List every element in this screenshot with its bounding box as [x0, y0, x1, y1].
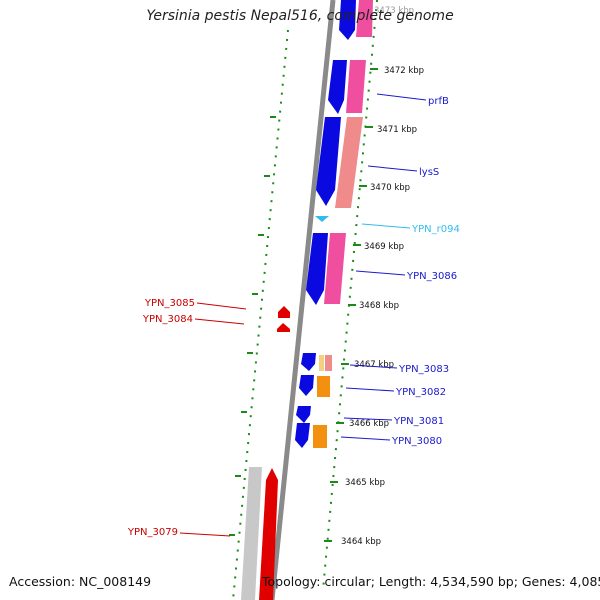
- gene-label[interactable]: YPN_3086: [406, 271, 457, 282]
- gene-yellow[interactable]: [319, 355, 324, 371]
- leader-line: [355, 270, 406, 276]
- genome-backbone: [269, 0, 336, 600]
- gene-blue-YPN_3082[interactable]: [299, 375, 314, 396]
- gene-label[interactable]: YPN_3085: [144, 298, 195, 309]
- leader-line: [194, 318, 245, 325]
- gene-label[interactable]: prfB: [428, 96, 449, 107]
- scale-label: 3468 kbp: [359, 301, 399, 311]
- leader-line: [343, 417, 393, 421]
- scale-label: 3467 kbp: [354, 360, 394, 370]
- gene-blue[interactable]: [339, 0, 356, 40]
- gene-blue-prfB[interactable]: [328, 60, 347, 114]
- scale-label: 3464 kbp: [341, 537, 381, 547]
- gene-label[interactable]: YPN_r094: [411, 224, 460, 235]
- gene-blue-lysS[interactable]: [316, 117, 341, 206]
- gene-label[interactable]: YPN_3082: [395, 387, 446, 398]
- left-scale-major-ticks: [229, 116, 276, 536]
- gene-grey[interactable]: [241, 467, 262, 600]
- gene-label[interactable]: YPN_3084: [142, 314, 193, 325]
- gene-pink[interactable]: [346, 60, 366, 113]
- gene-salmon[interactable]: [335, 117, 363, 208]
- scale-label: 3466 kbp: [349, 419, 389, 429]
- scale-label: 3473 kbp: [374, 6, 414, 16]
- gene-orange[interactable]: [313, 425, 327, 448]
- leader-line: [340, 436, 391, 441]
- gene-red-YPN_3079[interactable]: [259, 468, 278, 600]
- rna-marker[interactable]: [315, 216, 329, 222]
- genome-title: Yersinia pestis Nepal516, complete genom…: [146, 8, 454, 24]
- leader-line: [179, 532, 231, 537]
- gene-salmon[interactable]: [325, 355, 332, 371]
- leader-line: [376, 93, 427, 101]
- topology-text: Topology: circular; Length: 4,534,590 bp…: [262, 574, 600, 589]
- scale-label: 3470 kbp: [370, 183, 410, 193]
- gene-blue-YPN_3081[interactable]: [296, 406, 311, 423]
- gene-label[interactable]: YPN_3083: [398, 364, 449, 375]
- leader-line: [349, 364, 398, 369]
- leader-line: [367, 165, 418, 172]
- accession-text: Accession: NC_008149: [9, 574, 152, 589]
- gene-red-YPN_3084[interactable]: [277, 323, 290, 332]
- gene-red-YPN_3085[interactable]: [278, 306, 290, 318]
- leader-line: [196, 302, 247, 310]
- gene-label[interactable]: YPN_3079: [127, 527, 178, 538]
- gene-label[interactable]: YPN_3080: [391, 436, 442, 447]
- leader-line: [361, 223, 411, 229]
- scale-label: 3472 kbp: [384, 66, 424, 76]
- leader-line: [345, 387, 395, 392]
- scale-label: 3465 kbp: [345, 478, 385, 488]
- gene-blue-YPN_3083[interactable]: [301, 353, 316, 371]
- gene-pink[interactable]: [356, 0, 373, 37]
- gene-pink[interactable]: [324, 233, 346, 304]
- scale-label: 3471 kbp: [377, 125, 417, 135]
- gene-label[interactable]: YPN_3081: [393, 416, 444, 427]
- gene-label[interactable]: lysS: [419, 167, 439, 178]
- right-scale-major-ticks: [324, 68, 378, 542]
- gene-orange[interactable]: [317, 376, 330, 397]
- scale-label: 3469 kbp: [364, 242, 404, 252]
- left-scale-track: [232, 29, 289, 600]
- gene-blue-YPN_3080[interactable]: [295, 423, 310, 448]
- gene-blue-YPN_3086[interactable]: [306, 233, 328, 305]
